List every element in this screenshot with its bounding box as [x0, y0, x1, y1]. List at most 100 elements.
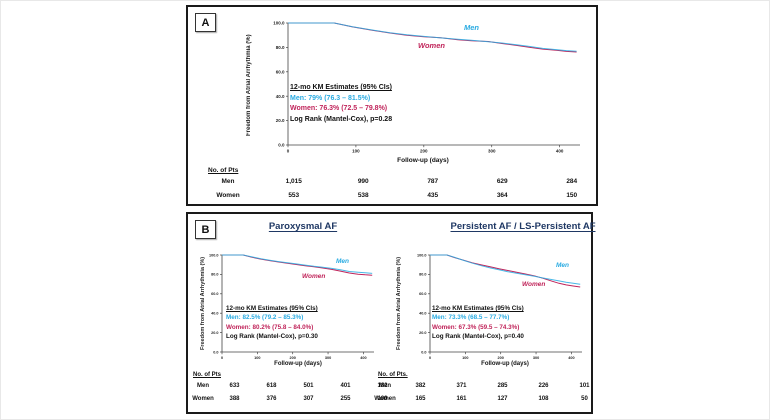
risk-value: 165 — [415, 396, 426, 402]
risk-value: 127 — [497, 396, 508, 402]
svg-text:300: 300 — [533, 356, 539, 360]
risk-value: 990 — [357, 178, 369, 185]
km-estimate-women: Women: 67.3% (59.5 – 74.3%) — [432, 323, 520, 331]
svg-text:0.0: 0.0 — [421, 350, 426, 354]
svg-text:40.0: 40.0 — [419, 312, 426, 316]
risk-value: 538 — [357, 192, 369, 199]
risk-row-label-women: Women — [374, 396, 396, 402]
series-label-women: Women — [418, 41, 445, 50]
risk-table-persistent: Men 382 371 285 226 101 Women 165 161 12… — [370, 383, 605, 402]
risk-value: 150 — [566, 192, 578, 199]
svg-text:40.0: 40.0 — [276, 94, 285, 99]
svg-text:300: 300 — [325, 356, 331, 360]
svg-text:20.0: 20.0 — [211, 331, 218, 335]
svg-text:200: 200 — [290, 356, 296, 360]
panel-b: B Paroxysmal AF Freedom from Atrial Arrh… — [186, 212, 596, 414]
risk-value: 376 — [266, 396, 277, 402]
risk-value: 255 — [340, 396, 351, 402]
svg-text:400: 400 — [360, 356, 366, 360]
km-estimates-box-paroxysmal: 12-mo KM Estimates (95% CIs) Men: 82.5% … — [226, 304, 318, 342]
persistent-x-axis-label: Follow-up (days) — [481, 361, 529, 367]
risk-row-label-men: Men — [197, 383, 209, 389]
svg-text:20.0: 20.0 — [276, 118, 285, 123]
km-estimates-header: 12-mo KM Estimates (95% CIs) — [432, 305, 524, 312]
risk-table-header-paroxysmal: No. of Pts — [193, 372, 221, 378]
risk-table-header-persistent: No. of Pts. — [378, 372, 408, 378]
km-estimates-header: 12-mo KM Estimates (95% CIs) — [226, 305, 318, 312]
risk-value: 285 — [497, 383, 508, 389]
risk-value: 629 — [496, 178, 508, 185]
risk-row-label-men: Men — [379, 383, 391, 389]
risk-value: 382 — [415, 383, 426, 389]
svg-text:100.0: 100.0 — [417, 253, 427, 257]
km-chart-persistent: 0.0 20.0 40.0 60.0 80.0 100.0 0 100 200 300 400 — [417, 253, 582, 360]
series-label-women: Women — [522, 281, 546, 288]
km-chart-overall: 0.0 20.0 40.0 60.0 80.0 100.0 0 100 200 300 400 — [273, 21, 580, 154]
km-estimates-box-persistent: 12-mo KM Estimates (95% CIs) Men: 73.3% … — [432, 304, 524, 342]
risk-row-label-women: Women — [192, 396, 214, 402]
series-label-women: Women — [302, 273, 326, 280]
log-rank-text: Log Rank (Mantel-Cox), p=0.30 — [226, 333, 318, 341]
svg-text:80.0: 80.0 — [419, 273, 426, 277]
risk-value: 553 — [288, 192, 300, 199]
svg-text:300: 300 — [488, 149, 496, 154]
series-label-men: Men — [336, 258, 349, 265]
panel-b-label: B — [195, 220, 216, 239]
persistent-y-axis-label: Freedom from Atrial Arrhythmia (%) — [396, 256, 402, 350]
svg-text:100: 100 — [462, 356, 468, 360]
risk-value: 1,015 — [285, 178, 302, 185]
risk-value: 226 — [538, 383, 549, 389]
risk-value: 182 — [377, 383, 388, 389]
risk-value: 401 — [340, 383, 351, 389]
risk-table-paroxysmal: Men 633 618 501 401 182 Women 388 376 30… — [190, 383, 401, 402]
svg-text:200: 200 — [420, 149, 428, 154]
svg-text:60.0: 60.0 — [276, 69, 285, 74]
km-estimate-men: Men: 79% (76.3 – 81.5%) — [290, 94, 371, 102]
panel-a-label: A — [195, 13, 216, 32]
svg-text:100: 100 — [254, 356, 260, 360]
risk-value: 101 — [579, 383, 590, 389]
svg-text:400: 400 — [556, 149, 564, 154]
svg-text:20.0: 20.0 — [419, 331, 426, 335]
svg-text:0.0: 0.0 — [213, 350, 218, 354]
risk-value: 787 — [427, 178, 439, 185]
risk-table-header-overall: No. of Pts — [208, 167, 239, 174]
svg-text:80.0: 80.0 — [211, 273, 218, 277]
risk-value: 618 — [266, 383, 277, 389]
risk-value: 633 — [229, 383, 240, 389]
risk-value: 388 — [229, 396, 240, 402]
panel-a-x-axis-label: Follow-up (days) — [397, 157, 449, 164]
svg-text:80.0: 80.0 — [276, 45, 285, 50]
km-estimates-box-overall: 12-mo KM Estimates (95% CIs) Men: 79% (7… — [290, 83, 392, 125]
risk-value: 435 — [427, 192, 439, 199]
svg-text:200: 200 — [498, 356, 504, 360]
risk-row-label-men: Men — [221, 178, 235, 185]
panel-a: A Freedom from Atrial Arrhythmia (%) 0.0… — [186, 5, 598, 206]
svg-text:100.0: 100.0 — [209, 253, 219, 257]
km-estimate-women: Women: 76.3% (72.5 – 79.8%) — [290, 105, 388, 112]
risk-value: 108 — [538, 396, 549, 402]
risk-row-label-women: Women — [216, 192, 240, 199]
paroxysmal-x-axis-label: Follow-up (days) — [274, 361, 322, 367]
svg-text:60.0: 60.0 — [419, 292, 426, 296]
risk-table-overall: Men 1,015 990 787 629 284 Women 553 538 … — [197, 178, 607, 199]
series-label-men: Men — [556, 262, 569, 269]
svg-text:100.0: 100.0 — [273, 21, 285, 26]
subplot-title-paroxysmal: Paroxysmal AF — [268, 221, 338, 232]
km-estimate-men: Men: 73.3% (68.5 – 77.7%) — [432, 314, 510, 322]
svg-text:40.0: 40.0 — [211, 312, 218, 316]
svg-text:100: 100 — [352, 149, 360, 154]
subplot-title-persistent: Persistent AF / LS-Persistent AF — [450, 221, 596, 232]
svg-text:0.0: 0.0 — [278, 143, 285, 148]
km-estimates-header: 12-mo KM Estimates (95% CIs) — [290, 84, 392, 91]
km-chart-paroxysmal: 0.0 20.0 40.0 60.0 80.0 100.0 0 100 200 300 400 — [209, 253, 374, 360]
km-estimate-men: Men: 82.5% (79.2 – 85.3%) — [226, 314, 304, 322]
svg-text:0: 0 — [429, 356, 431, 360]
risk-value: 100 — [377, 396, 388, 402]
risk-value: 161 — [456, 396, 467, 402]
log-rank-text: Log Rank (Mantel-Cox), p=0.28 — [290, 115, 393, 123]
risk-value: 50 — [581, 396, 588, 402]
risk-value: 371 — [456, 383, 467, 389]
svg-text:0: 0 — [221, 356, 223, 360]
panel-a-y-axis-label: Freedom from Atrial Arrhythmia (%) — [246, 34, 252, 136]
